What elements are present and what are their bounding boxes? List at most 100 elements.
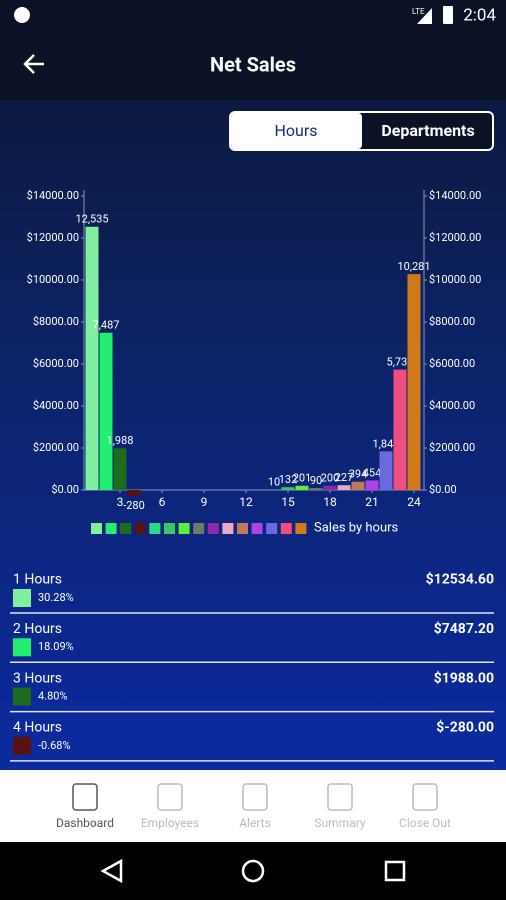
system-nav <box>0 842 506 900</box>
bar <box>309 488 323 490</box>
legend-swatch <box>178 523 190 534</box>
bar <box>295 485 309 490</box>
nav-label: Summary <box>314 816 365 830</box>
bar <box>351 481 365 490</box>
row-label: 2 Hours <box>13 621 62 637</box>
data-label: 201 <box>293 472 312 485</box>
row-swatch <box>13 736 31 755</box>
row-swatch <box>13 687 31 706</box>
y2-tick-label: $8000.00 <box>429 315 475 328</box>
x-tick-label: 21 <box>365 495 379 509</box>
legend-swatch <box>207 523 219 534</box>
legend-swatch <box>134 523 146 534</box>
y2-tick-label: $14000.00 <box>429 189 481 202</box>
data-label: 1,840 <box>373 437 400 450</box>
bar <box>337 485 351 490</box>
legend-swatch <box>237 523 248 534</box>
y2-tick-label: $2000.00 <box>429 441 475 454</box>
row-percent: 4.80% <box>38 690 68 703</box>
row-percent: -0.68% <box>38 739 71 752</box>
sys-recent[interactable] <box>384 860 406 882</box>
nav-icon <box>412 783 438 811</box>
data-label: 5,732 <box>387 356 414 369</box>
y-tick-label: $4000.00 <box>33 399 79 412</box>
legend-label: Sales by hours <box>314 520 399 535</box>
tab-label[interactable]: Hours <box>274 121 317 140</box>
y-tick-label: $12000.00 <box>27 231 79 244</box>
network: LTE <box>412 7 425 16</box>
legend-swatch <box>105 523 117 534</box>
nav-items: Dashboard Employees Alerts Summary Close Out <box>56 783 451 830</box>
y-tick-label: $8000.00 <box>33 315 79 328</box>
bar <box>281 487 295 490</box>
row-label: 3 Hours <box>13 670 62 686</box>
y-tick-label: $0.00 <box>51 483 79 496</box>
row-swatch <box>13 589 31 607</box>
legend-swatch <box>266 523 278 534</box>
y2-tick-label: $12000.00 <box>429 231 481 244</box>
tab-label[interactable]: Departments <box>381 121 474 140</box>
row-amount: $7487.20 <box>434 620 494 637</box>
x-tick-label: 3 <box>117 495 124 509</box>
x-tick-label: 24 <box>407 495 421 509</box>
nav-icon <box>157 783 183 811</box>
legend-swatch <box>295 523 307 534</box>
row-swatch <box>13 638 31 657</box>
data-label: 200 <box>321 472 340 485</box>
data-label: 10,281 <box>397 260 430 273</box>
status-icon <box>14 7 30 23</box>
y2-tick-label: $6000.00 <box>429 357 475 370</box>
bar <box>379 451 393 490</box>
bottom-nav <box>0 770 506 842</box>
nav-label: Close Out <box>399 816 451 830</box>
bar <box>323 485 337 490</box>
nav-label: Employees <box>141 816 199 830</box>
row-amount: $1988.00 <box>434 669 494 686</box>
title: Net Sales <box>210 52 296 76</box>
legend-swatch <box>91 523 102 534</box>
legend-swatch <box>251 523 263 534</box>
bar <box>99 332 113 490</box>
y2-tick-label: $4000.00 <box>429 399 475 412</box>
chart: $0.00 $2000.00 $4000.00 $6000.00 $8000.00 $10… <box>27 189 482 536</box>
tab-hours[interactable] <box>231 113 362 149</box>
x-tick-label: 12 <box>239 495 253 509</box>
legend-swatch <box>164 523 175 534</box>
data-label: 12,535 <box>75 213 108 226</box>
nav-icon <box>327 783 353 811</box>
y2-tick-label: $0.00 <box>429 483 457 496</box>
nav-label: Dashboard <box>56 816 114 830</box>
legend-swatch <box>120 523 132 534</box>
back-button[interactable] <box>23 54 44 74</box>
bar <box>85 226 99 490</box>
bar <box>365 480 379 490</box>
app-bar <box>0 0 506 100</box>
x-tick-label: 6 <box>159 495 166 509</box>
y-tick-label: $10000.00 <box>27 273 79 286</box>
row-label: 1 Hours <box>13 572 62 588</box>
sys-home[interactable] <box>241 859 265 883</box>
row-label: 4 Hours <box>13 720 62 736</box>
nav-label: Alerts <box>239 816 271 830</box>
sys-back[interactable] <box>100 858 123 884</box>
x-tick-label: 18 <box>323 495 337 509</box>
data-label: 1,988 <box>107 434 134 447</box>
row-percent: 30.28% <box>38 591 74 604</box>
legend-swatch <box>149 523 161 534</box>
bar <box>113 448 127 490</box>
y-tick-label: $6000.00 <box>33 357 79 370</box>
data-label: 394 <box>349 468 368 481</box>
data-label: 10 <box>268 476 280 489</box>
y2-tick-label: $10000.00 <box>429 273 481 286</box>
row-amount: $-280.00 <box>436 719 494 736</box>
data-label: -280 <box>123 499 145 512</box>
bar <box>127 490 141 496</box>
hour-list: 1 Hours $12534.60 30.28% 2 Hours $7487.20 18.… <box>10 571 494 762</box>
y-tick-label: $14000.00 <box>27 189 79 202</box>
row-amount: $12534.60 <box>426 571 494 588</box>
bar <box>407 274 421 490</box>
signal <box>417 8 432 24</box>
x-tick-label: 15 <box>281 495 295 509</box>
legend-swatch <box>222 523 234 534</box>
